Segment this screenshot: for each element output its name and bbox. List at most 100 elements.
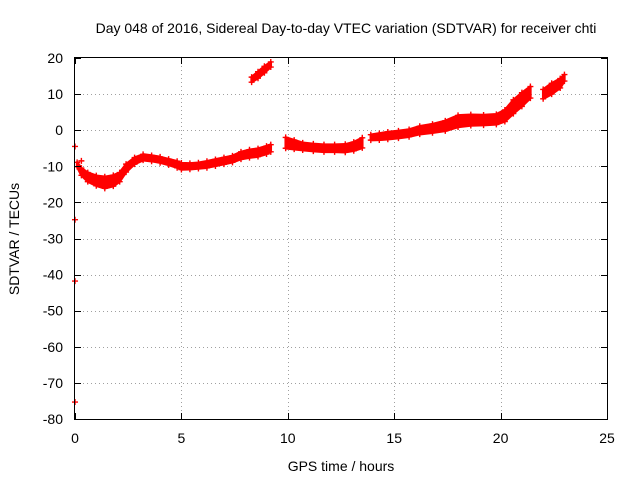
y-tick-label: -80	[43, 411, 63, 427]
data-point	[331, 148, 338, 155]
outlier-point	[78, 157, 85, 164]
y-axis-label: SDTVAR / TECUs	[6, 183, 22, 295]
data-point	[384, 136, 391, 143]
x-tick-label: 0	[71, 430, 79, 446]
chart-title: Day 048 of 2016, Sidereal Day-to-day VTE…	[96, 20, 597, 36]
data-point	[195, 165, 202, 172]
data-point	[442, 127, 449, 134]
data-point	[140, 151, 147, 158]
data-point	[220, 161, 227, 168]
data-point	[291, 146, 298, 153]
data-point	[101, 185, 108, 192]
data-point	[510, 96, 517, 103]
x-tick-label: 20	[493, 430, 509, 446]
data-point	[548, 80, 555, 87]
data-band-0	[75, 143, 273, 190]
y-tick-label: -70	[43, 375, 63, 391]
data-point	[263, 143, 270, 150]
data-point	[416, 123, 423, 130]
data-point	[267, 141, 274, 148]
data-point	[493, 111, 500, 118]
data-point	[282, 145, 289, 152]
y-tick-label: -60	[43, 339, 63, 355]
data-point	[455, 123, 462, 130]
data-point	[78, 165, 85, 172]
data-point	[186, 160, 193, 167]
data-point	[320, 141, 327, 148]
y-tick-label: -30	[43, 231, 63, 247]
data-point	[203, 164, 210, 171]
data-point	[429, 129, 436, 136]
data-point	[248, 74, 255, 81]
data-point	[299, 147, 306, 154]
data-point	[165, 156, 172, 163]
data-point	[350, 139, 357, 146]
data-point	[540, 95, 547, 102]
data-point	[480, 122, 487, 129]
data-band-3	[250, 60, 273, 84]
data-point	[510, 110, 517, 117]
data-point	[467, 122, 474, 129]
data-point	[123, 161, 130, 168]
data-point	[331, 141, 338, 148]
data-point	[93, 182, 100, 189]
data-point	[263, 151, 270, 158]
data-point	[395, 127, 402, 134]
data-point	[237, 148, 244, 155]
data-point	[229, 152, 236, 159]
data-point	[84, 169, 91, 176]
data-point	[518, 89, 525, 96]
data-point	[540, 86, 547, 93]
data-point	[350, 147, 357, 154]
data-point	[493, 121, 500, 128]
y-tick-label: -50	[43, 303, 63, 319]
data-point	[291, 137, 298, 144]
data-point	[527, 95, 534, 102]
data-point	[561, 78, 568, 85]
data-point	[255, 75, 262, 82]
y-tick-label: 0	[55, 122, 63, 138]
data-point	[255, 153, 262, 160]
y-tick-label: -40	[43, 267, 63, 283]
data-point	[248, 79, 255, 86]
data-point	[501, 118, 508, 125]
data-point	[429, 121, 436, 128]
data-point	[178, 166, 185, 173]
data-point	[561, 71, 568, 78]
data-point	[195, 159, 202, 166]
data-point	[480, 112, 487, 119]
data-point	[220, 154, 227, 161]
data-point	[384, 129, 391, 136]
data-point	[246, 146, 253, 153]
data-point	[101, 173, 108, 180]
data-point	[255, 68, 262, 75]
y-tick-label: 10	[47, 86, 63, 102]
data-point	[467, 111, 474, 118]
x-tick-label: 25	[599, 430, 615, 446]
data-point	[157, 153, 164, 160]
data-point	[123, 169, 130, 176]
data-point	[203, 158, 210, 165]
data-point	[116, 178, 123, 185]
data-point	[157, 159, 164, 166]
data-point	[267, 148, 274, 155]
data-point	[212, 156, 219, 163]
data-point	[455, 112, 462, 119]
data-point	[376, 136, 383, 143]
data-point	[518, 103, 525, 110]
data-point	[548, 91, 555, 98]
y-tick-label: 20	[47, 50, 63, 66]
y-tick-label: -10	[43, 158, 63, 174]
data-point	[186, 166, 193, 173]
data-point	[342, 141, 349, 148]
data-point	[261, 69, 268, 76]
data-point	[237, 156, 244, 163]
data-point	[320, 148, 327, 155]
data-point	[267, 58, 274, 65]
data-point	[359, 134, 366, 141]
data-point	[310, 148, 317, 155]
data-point	[342, 149, 349, 156]
data-point	[148, 158, 155, 165]
data-point	[557, 75, 564, 82]
